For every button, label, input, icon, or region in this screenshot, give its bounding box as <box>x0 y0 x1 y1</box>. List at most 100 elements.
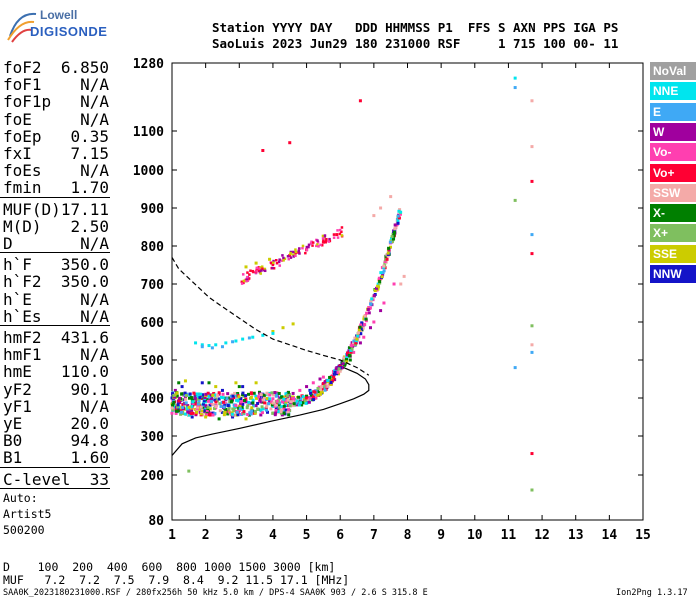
echo-point <box>245 277 249 281</box>
echo-point <box>177 381 181 385</box>
echo-point <box>287 411 291 415</box>
echo-point <box>392 232 396 236</box>
echo-point <box>187 469 191 473</box>
echo-point <box>273 391 277 395</box>
echo-point <box>267 402 271 406</box>
echo-point <box>280 400 284 404</box>
echo-point <box>187 405 191 409</box>
echo-point <box>250 409 254 413</box>
echo-point <box>234 393 238 397</box>
echo-point <box>304 396 308 400</box>
echo-point <box>340 234 344 237</box>
echo-point <box>272 267 276 270</box>
param-name: yF1 <box>3 396 32 416</box>
echo-point <box>530 350 534 354</box>
echo-point <box>203 396 207 400</box>
echo-point <box>296 403 300 407</box>
echo-point <box>207 381 211 385</box>
echo-point <box>292 253 295 257</box>
echo-point <box>246 279 250 282</box>
echo-point <box>209 397 213 401</box>
echo-point <box>233 391 237 395</box>
echo-point <box>278 406 282 410</box>
echo-point <box>297 395 301 399</box>
echo-point <box>208 403 212 407</box>
echo-point <box>393 223 397 227</box>
echo-point <box>379 271 383 275</box>
echo-point <box>271 411 275 415</box>
echo-point <box>226 412 230 416</box>
echo-point <box>402 274 406 278</box>
muf-values-row: MUF 7.2 7.2 7.5 7.9 8.4 9.2 11.5 17.1 [M… <box>3 573 350 587</box>
echo-point <box>244 417 248 421</box>
echo-point <box>386 251 390 255</box>
logo-text-digisonde: DIGISONDE <box>30 24 108 39</box>
echo-point <box>311 395 315 399</box>
echo-point <box>282 404 286 408</box>
echo-point <box>265 397 269 401</box>
param-row-b0: B0 94.8 <box>3 431 109 450</box>
param-name: foE <box>3 109 32 129</box>
echo-point <box>204 404 208 408</box>
echo-point <box>181 403 185 407</box>
echo-point <box>530 145 534 149</box>
echo-point <box>349 350 353 354</box>
echo-point <box>183 379 187 383</box>
echo-point <box>295 399 299 403</box>
echo-point <box>334 368 338 372</box>
echo-point <box>343 362 347 366</box>
echo-point <box>332 236 336 239</box>
echo-point <box>194 400 198 404</box>
echo-point <box>263 401 267 405</box>
echo-point <box>383 259 387 263</box>
echo-point <box>307 243 311 247</box>
echo-point <box>259 393 263 397</box>
param-row-yf2: yF2 90.1 <box>3 379 109 399</box>
echo-point <box>178 396 182 400</box>
plot-frame <box>171 62 644 521</box>
echo-point <box>291 400 295 404</box>
echo-point <box>236 392 240 396</box>
x-tick-label: 8 <box>404 528 412 543</box>
param-name: yF2 <box>3 379 32 399</box>
echo-point <box>270 261 273 265</box>
echo-point <box>231 407 235 411</box>
param-name: h`F <box>3 255 32 275</box>
param-row-ye: yE 20.0 <box>3 414 109 433</box>
echo-point <box>274 403 278 407</box>
echo-point <box>244 400 248 404</box>
echo-point <box>382 269 386 273</box>
echo-point <box>200 409 204 413</box>
echo-point <box>204 392 208 396</box>
autoscale-line3: 500200 <box>3 522 45 537</box>
echo-point <box>356 334 360 338</box>
echo-point <box>248 273 251 276</box>
echo-point <box>228 400 232 404</box>
echo-point <box>347 349 351 353</box>
echo-point <box>275 392 279 396</box>
echo-point <box>188 396 192 400</box>
echo-point <box>310 395 314 399</box>
echo-point <box>172 393 176 397</box>
echo-point <box>316 240 320 244</box>
y-tick-label: 300 <box>141 430 165 445</box>
echo-point <box>278 258 281 261</box>
echo-point <box>176 405 180 409</box>
panel-divider <box>0 466 110 468</box>
echo-point <box>530 488 534 492</box>
echo-point <box>361 326 365 330</box>
profile-curves <box>171 257 370 456</box>
echo-point <box>271 262 275 266</box>
echo-point <box>195 392 199 396</box>
echo-point <box>200 381 204 385</box>
echo-point <box>210 346 214 350</box>
param-value: 1.70 <box>70 178 109 198</box>
echo-point <box>392 230 396 234</box>
echo-point <box>376 284 380 288</box>
echo-point <box>252 404 256 408</box>
param-row-he: h`E N/A <box>3 290 109 309</box>
echo-point <box>292 402 296 406</box>
y-tick-label: 700 <box>141 278 165 293</box>
echo-point <box>274 408 278 412</box>
echo-point <box>308 396 312 400</box>
